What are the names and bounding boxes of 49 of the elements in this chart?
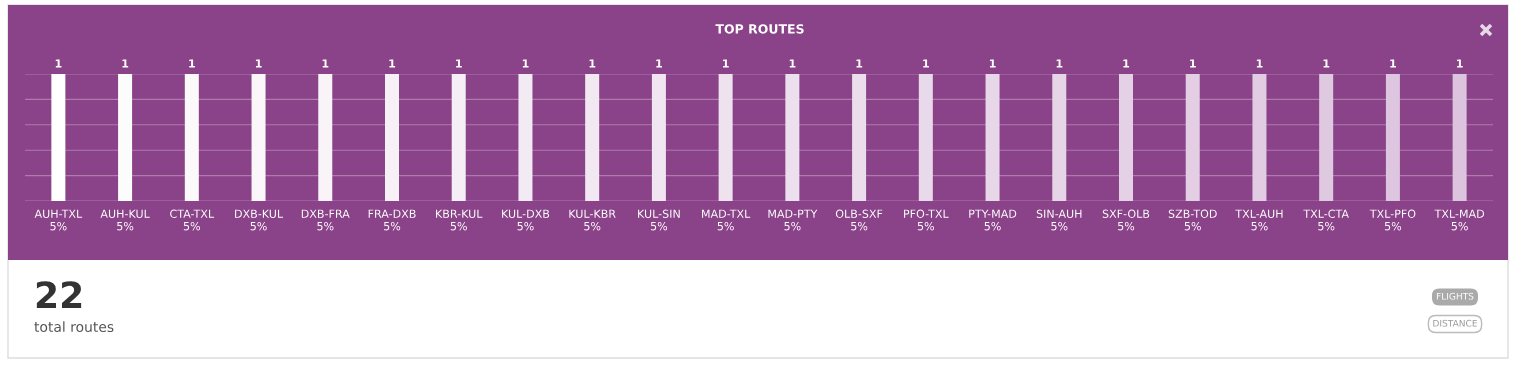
- data-label: 1: [1323, 59, 1330, 68]
- x-tick-label: PTY-MAD 5%: [969, 209, 1017, 231]
- data-label: 1: [1123, 59, 1130, 68]
- x-tick-label: DXB-KUL 5%: [235, 209, 284, 231]
- x-tick-label: AUH-KUL 5%: [100, 209, 150, 231]
- x-tick-label: TXL-CTA 5%: [1303, 209, 1349, 231]
- data-label: 1: [1457, 59, 1463, 68]
- x-tick-label: CTA-TXL 5%: [170, 209, 215, 231]
- data-label: 1: [122, 59, 129, 68]
- data-label: 1: [322, 59, 329, 68]
- data-label: 1: [723, 59, 729, 68]
- data-label: 1: [856, 59, 863, 68]
- data-label: 1: [189, 59, 195, 68]
- x-tick-label: TXL-AUH 5%: [1235, 209, 1283, 231]
- x-tick-label: TXL-PFO 5%: [1369, 209, 1416, 231]
- x-tick-label: FRA-DXB 5%: [368, 209, 416, 231]
- data-label: 1: [55, 59, 62, 68]
- text: 22: [36, 281, 82, 308]
- data-label: 1: [1256, 59, 1263, 68]
- x-tick-label: MAD-TXL 5%: [702, 209, 751, 231]
- data-label: 1: [1190, 59, 1196, 68]
- text: FLIGHTS: [1436, 292, 1474, 300]
- data-label: 1: [789, 59, 796, 68]
- x-tick-label: DXB-FRA 5%: [301, 209, 350, 231]
- x-tick-label: KUL-SIN 5%: [638, 209, 680, 231]
- data-label: 1: [456, 59, 462, 68]
- x-tick-label: SXF-OLB 5%: [1102, 209, 1150, 231]
- x-tick-label: KUL-DXB 5%: [502, 209, 550, 231]
- x-tick-label: SIN-AUH 5%: [1036, 209, 1082, 231]
- data-label: 1: [389, 59, 396, 68]
- data-label: 1: [1056, 59, 1063, 68]
- data-label: 1: [923, 59, 929, 68]
- x-tick-label: TXL-MAD 5%: [1434, 209, 1485, 231]
- x-tick-label: SZB-TOD 5%: [1168, 209, 1217, 231]
- data-label: 1: [589, 59, 596, 68]
- data-label: 1: [989, 59, 996, 68]
- data-label: 1: [656, 59, 663, 68]
- data-label: 1: [522, 59, 529, 68]
- x-tick-label: PFO-TXL 5%: [904, 209, 949, 231]
- x-tick-label: KUL-KBR 5%: [569, 209, 616, 231]
- x-tick-label: AUH-TXL 5%: [34, 209, 83, 231]
- chart-title: TOP ROUTES: [715, 24, 804, 34]
- x-tick-label: OLB-SXF 5%: [835, 209, 883, 231]
- x-tick-label: MAD-PTY 5%: [768, 209, 818, 231]
- data-label: 1: [1390, 59, 1397, 68]
- text: DISTANCE: [1433, 319, 1477, 327]
- data-label: 1: [255, 59, 262, 68]
- text: total routes: [34, 321, 114, 333]
- x-tick-label: KBR-KUL 5%: [436, 209, 483, 231]
